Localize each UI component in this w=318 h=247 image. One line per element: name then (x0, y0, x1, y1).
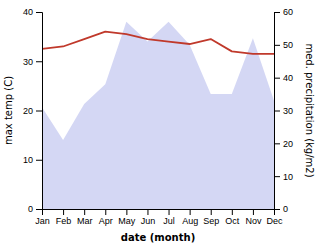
y2-axis-tick-mark (274, 12, 280, 13)
x-axis-title: date (month) (121, 232, 195, 243)
y2-axis-tick: 40 (274, 73, 293, 83)
y2-axis-tick: 30 (274, 106, 293, 116)
y2-axis-tick: 20 (274, 139, 293, 149)
y2-axis-title: med. precipitation (kg/m2) (304, 43, 315, 177)
y2-axis-tick: 10 (274, 172, 293, 182)
y-axis-tick-mark (36, 160, 42, 161)
y2-axis-tick-mark (274, 143, 280, 144)
x-axis-tick: Jan (35, 209, 50, 226)
x-axis-tick: Nov (245, 209, 262, 226)
y2-axis-tick-label: 50 (283, 40, 293, 50)
y-axis: 0 10 20 30 40 (23, 7, 43, 214)
x-axis-tick: Oct (225, 209, 240, 226)
y-axis-tick-label: 20 (23, 106, 33, 116)
y2-axis-tick-label: 20 (283, 139, 293, 149)
x-axis-tick: Sep (203, 209, 219, 226)
y-axis-tick-mark (36, 209, 42, 210)
y2-axis-tick-mark (274, 176, 280, 177)
y2-axis-tick-label: 10 (283, 172, 293, 182)
x-axis-tick-mark (63, 209, 64, 215)
x-axis-tick: Jun (141, 209, 156, 226)
x-axis-tick: Mar (77, 209, 93, 226)
x-axis-tick-label: Apr (99, 216, 113, 226)
y-axis-tick-mark (36, 61, 42, 62)
x-axis: Jan Feb Mar Apr May Jun Jul Aug Sep Oct Nov Dec (35, 209, 283, 226)
y2-axis: 0 10 20 30 40 50 60 (274, 7, 293, 214)
area (42, 22, 274, 209)
x-axis-tick-mark (84, 209, 85, 215)
x-axis-tick-label: Jun (141, 216, 156, 226)
y-axis-tick: 0 (28, 204, 42, 214)
x-axis-tick-label: Mar (77, 216, 93, 226)
y-axis-tick-label: 0 (28, 204, 33, 214)
y2-axis-tick-mark (274, 209, 280, 210)
x-axis-tick: Apr (99, 209, 113, 226)
y-axis-tick-label: 40 (23, 7, 33, 17)
x-axis-tick: Dec (266, 209, 283, 226)
x-axis-tick: Feb (56, 209, 72, 226)
y-axis-tick-mark (36, 12, 42, 13)
x-axis-tick-mark (211, 209, 212, 215)
x-axis-tick: Jul (163, 209, 175, 226)
y-axis-line (36, 13, 43, 210)
plot: JanFebMarAprMayJunJulAugSepOctNovDec0102… (3, 7, 315, 243)
y-axis-tick: 10 (23, 155, 42, 165)
x-axis-tick-label: Dec (266, 216, 283, 226)
y-axis-tick: 30 (23, 57, 42, 67)
chart: JanFebMarAprMayJunJulAugSepOctNovDec0102… (0, 0, 318, 247)
y2-axis-line (275, 13, 281, 210)
x-axis-line (43, 210, 275, 216)
y2-axis-tick-label: 0 (283, 204, 288, 214)
x-axis-tick-mark (232, 209, 233, 215)
x-axis-tick-mark (147, 209, 148, 215)
y2-axis-tick: 0 (274, 204, 288, 214)
y-axis-tick: 40 (23, 7, 42, 17)
x-axis-tick-label: Oct (225, 216, 240, 226)
x-axis-tick: May (118, 209, 136, 226)
x-axis-tick-label: Jan (35, 216, 50, 226)
y-axis-tick-label: 10 (23, 155, 33, 165)
x-axis-tick-label: Sep (203, 216, 219, 226)
y-axis-tick-mark (36, 111, 42, 112)
y2-axis-tick-mark (274, 111, 280, 112)
y2-axis-tick-mark (274, 78, 280, 79)
y2-axis-tick-label: 40 (283, 73, 293, 83)
y-axis-tick-label: 30 (23, 57, 33, 67)
y2-axis-tick-label: 30 (283, 106, 293, 116)
x-axis-tick-label: Nov (245, 216, 262, 226)
y2-axis-tick: 60 (274, 7, 293, 17)
y2-axis-tick: 50 (274, 40, 293, 50)
x-axis-tick-mark (169, 209, 170, 215)
x-axis-tick-label: May (118, 216, 136, 226)
x-axis-tick-label: Jul (163, 216, 175, 226)
y-axis-title: max temp (C) (3, 76, 14, 145)
x-axis-tick-label: Feb (56, 216, 72, 226)
line (42, 32, 274, 54)
x-axis-tick-label: Aug (182, 216, 198, 226)
x-axis-tick-mark (253, 209, 254, 215)
marks (42, 22, 274, 209)
y-axis-tick: 20 (23, 106, 42, 116)
x-axis-tick: Aug (182, 209, 198, 226)
x-axis-tick-mark (105, 209, 106, 215)
y2-axis-tick-label: 60 (283, 7, 293, 17)
x-axis-tick-mark (126, 209, 127, 215)
y2-axis-tick-mark (274, 45, 280, 46)
x-axis-tick-mark (190, 209, 191, 215)
